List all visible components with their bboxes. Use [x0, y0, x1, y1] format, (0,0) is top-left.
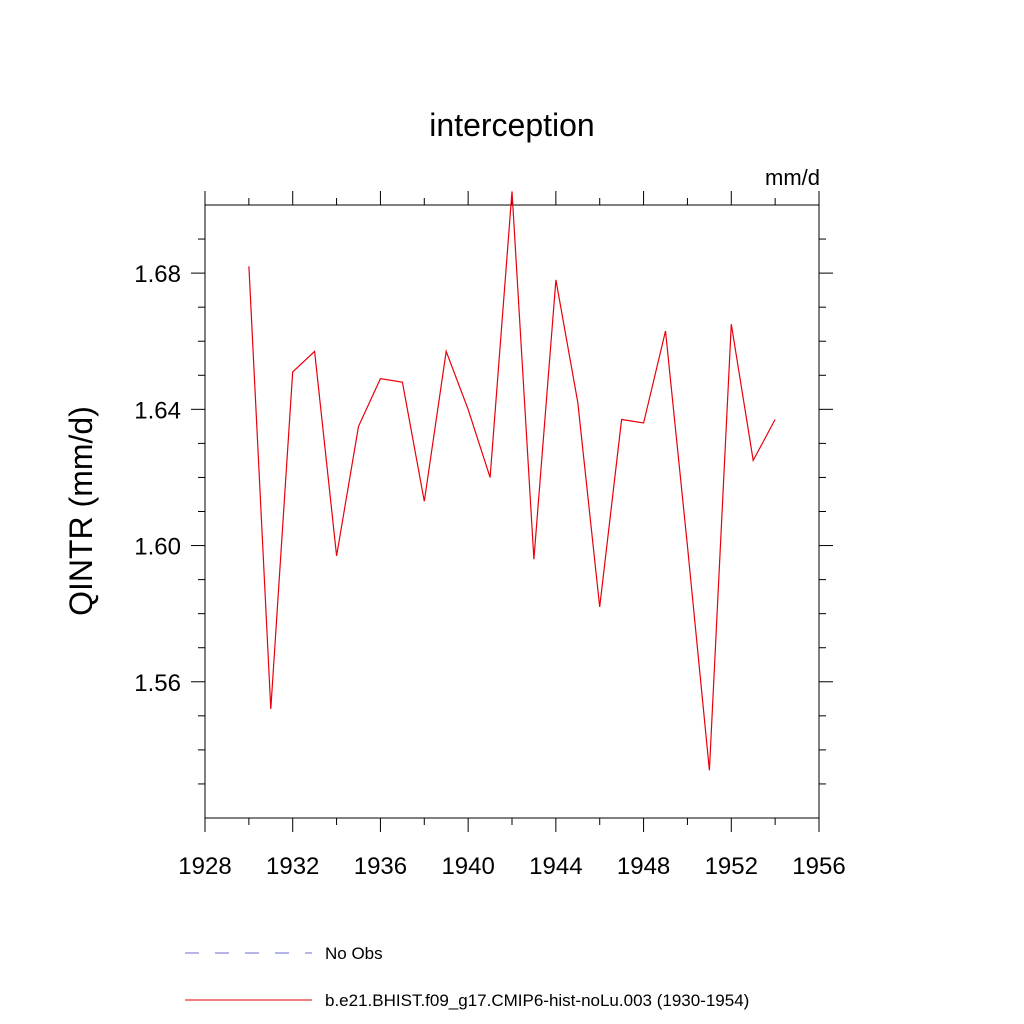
legend: No Obs b.e21.BHIST.f09_g17.CMIP6-hist-noL… — [185, 944, 749, 1010]
series-line — [248, 191, 776, 771]
x-tick-label: 1928 — [178, 853, 231, 880]
y-tick-label: 1.56 — [134, 670, 181, 697]
units-label: mm/d — [765, 165, 820, 190]
chart-title: interception — [429, 107, 594, 143]
axis-ticks — [191, 191, 833, 832]
y-tick-label: 1.60 — [134, 534, 181, 561]
y-tick-label: 1.68 — [134, 261, 181, 288]
legend-label: No Obs — [325, 944, 383, 963]
y-tick-label: 1.64 — [134, 397, 181, 424]
legend-label: b.e21.BHIST.f09_g17.CMIP6-hist-noLu.003 … — [325, 991, 749, 1010]
series-layer — [248, 191, 776, 771]
x-tick-label: 1956 — [792, 853, 845, 880]
y-axis-label: QINTR (mm/d) — [63, 406, 99, 616]
x-tick-label: 1932 — [266, 853, 319, 880]
tick-labels: 1928 1932 1936 1940 1944 1948 1952 1956 1.56 1.60… — [134, 261, 845, 880]
x-tick-label: 1948 — [617, 853, 670, 880]
x-tick-label: 1952 — [705, 853, 758, 880]
x-tick-label: 1940 — [441, 853, 494, 880]
x-tick-label: 1944 — [529, 853, 582, 880]
x-tick-label: 1936 — [354, 853, 407, 880]
plot-frame — [204, 204, 820, 819]
